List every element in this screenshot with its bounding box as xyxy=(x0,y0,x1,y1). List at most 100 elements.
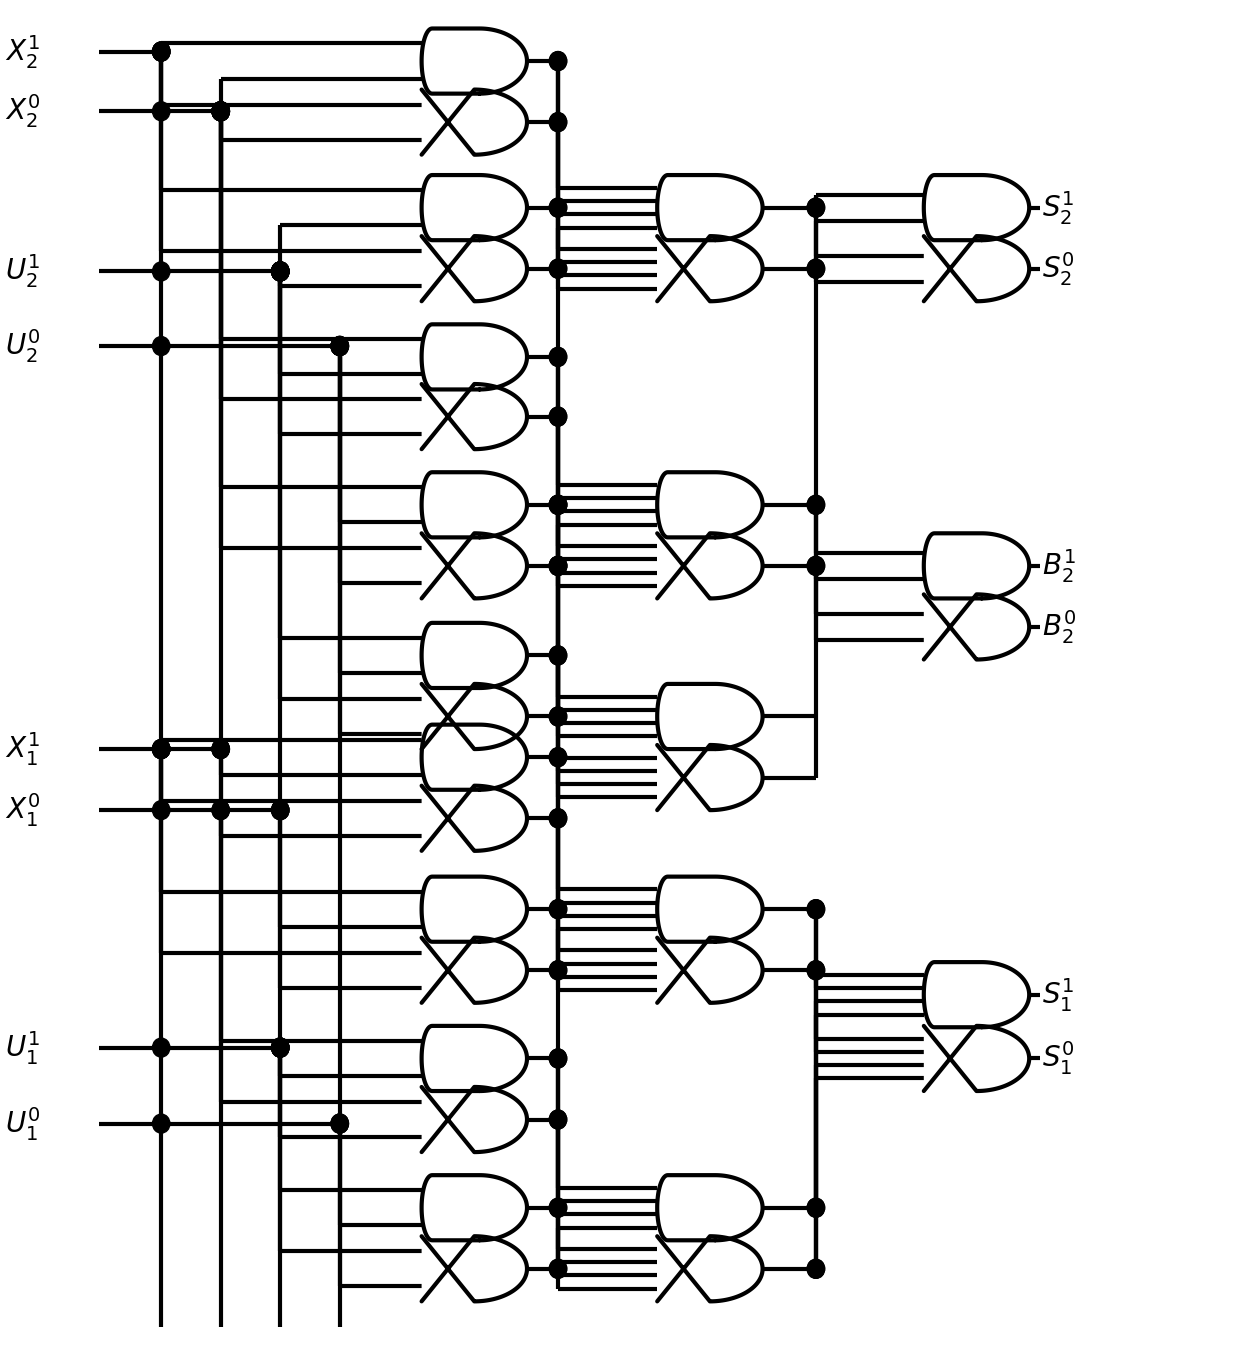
Circle shape xyxy=(272,262,289,281)
Polygon shape xyxy=(422,1087,527,1152)
Circle shape xyxy=(549,1198,567,1217)
Circle shape xyxy=(212,801,229,820)
Polygon shape xyxy=(422,175,527,240)
Circle shape xyxy=(549,407,567,426)
Polygon shape xyxy=(924,962,1029,1027)
Circle shape xyxy=(272,262,289,281)
Circle shape xyxy=(153,42,170,61)
Polygon shape xyxy=(422,324,527,389)
Circle shape xyxy=(807,495,825,514)
Circle shape xyxy=(212,740,229,759)
Circle shape xyxy=(272,801,289,820)
Circle shape xyxy=(272,1038,289,1057)
Polygon shape xyxy=(657,1236,763,1301)
Circle shape xyxy=(549,809,567,828)
Text: $S_1^0$: $S_1^0$ xyxy=(1042,1039,1074,1077)
Circle shape xyxy=(153,337,170,356)
Circle shape xyxy=(549,809,567,828)
Circle shape xyxy=(807,556,825,575)
Circle shape xyxy=(331,337,348,356)
Circle shape xyxy=(153,42,170,61)
Circle shape xyxy=(549,1259,567,1278)
Circle shape xyxy=(331,1114,348,1133)
Polygon shape xyxy=(422,786,527,851)
Circle shape xyxy=(807,900,825,919)
Polygon shape xyxy=(657,236,763,301)
Circle shape xyxy=(807,495,825,514)
Polygon shape xyxy=(657,684,763,749)
Polygon shape xyxy=(422,938,527,1003)
Circle shape xyxy=(549,961,567,980)
Circle shape xyxy=(549,646,567,665)
Circle shape xyxy=(153,801,170,820)
Circle shape xyxy=(549,556,567,575)
Circle shape xyxy=(153,42,170,61)
Circle shape xyxy=(549,1198,567,1217)
Circle shape xyxy=(272,262,289,281)
Polygon shape xyxy=(422,684,527,749)
Text: $S_1^1$: $S_1^1$ xyxy=(1042,976,1074,1014)
Circle shape xyxy=(807,198,825,217)
Circle shape xyxy=(549,113,567,132)
Polygon shape xyxy=(924,533,1029,598)
Polygon shape xyxy=(657,175,763,240)
Circle shape xyxy=(807,1259,825,1278)
Text: $S_2^1$: $S_2^1$ xyxy=(1042,189,1074,227)
Circle shape xyxy=(212,102,229,121)
Circle shape xyxy=(549,748,567,767)
Polygon shape xyxy=(422,1026,527,1091)
Circle shape xyxy=(549,347,567,366)
Circle shape xyxy=(549,900,567,919)
Circle shape xyxy=(549,748,567,767)
Circle shape xyxy=(807,198,825,217)
Text: $U_2^1$: $U_2^1$ xyxy=(5,252,40,290)
Circle shape xyxy=(272,801,289,820)
Circle shape xyxy=(807,1198,825,1217)
Circle shape xyxy=(153,740,170,759)
Circle shape xyxy=(153,1114,170,1133)
Text: $X_2^1$: $X_2^1$ xyxy=(5,33,40,71)
Text: $S_2^0$: $S_2^0$ xyxy=(1042,250,1074,288)
Circle shape xyxy=(153,740,170,759)
Circle shape xyxy=(549,495,567,514)
Circle shape xyxy=(212,102,229,121)
Polygon shape xyxy=(657,745,763,810)
Circle shape xyxy=(807,900,825,919)
Circle shape xyxy=(153,102,170,121)
Circle shape xyxy=(807,961,825,980)
Text: $X_2^0$: $X_2^0$ xyxy=(5,92,40,130)
Circle shape xyxy=(549,1110,567,1129)
Circle shape xyxy=(549,407,567,426)
Circle shape xyxy=(807,961,825,980)
Circle shape xyxy=(331,1114,348,1133)
Circle shape xyxy=(807,1198,825,1217)
Circle shape xyxy=(272,262,289,281)
Circle shape xyxy=(549,495,567,514)
Circle shape xyxy=(331,337,348,356)
Circle shape xyxy=(549,52,567,71)
Circle shape xyxy=(331,337,348,356)
Circle shape xyxy=(549,347,567,366)
Circle shape xyxy=(272,262,289,281)
Circle shape xyxy=(549,495,567,514)
Polygon shape xyxy=(422,28,527,94)
Circle shape xyxy=(212,102,229,121)
Circle shape xyxy=(807,556,825,575)
Polygon shape xyxy=(422,623,527,688)
Circle shape xyxy=(272,262,289,281)
Circle shape xyxy=(549,198,567,217)
Circle shape xyxy=(331,337,348,356)
Circle shape xyxy=(153,262,170,281)
Polygon shape xyxy=(422,533,527,598)
Circle shape xyxy=(272,1038,289,1057)
Circle shape xyxy=(153,740,170,759)
Circle shape xyxy=(549,961,567,980)
Polygon shape xyxy=(657,1175,763,1240)
Polygon shape xyxy=(422,90,527,155)
Circle shape xyxy=(549,198,567,217)
Circle shape xyxy=(272,1038,289,1057)
Text: $X_1^1$: $X_1^1$ xyxy=(5,730,40,768)
Circle shape xyxy=(807,259,825,278)
Circle shape xyxy=(549,707,567,726)
Circle shape xyxy=(153,740,170,759)
